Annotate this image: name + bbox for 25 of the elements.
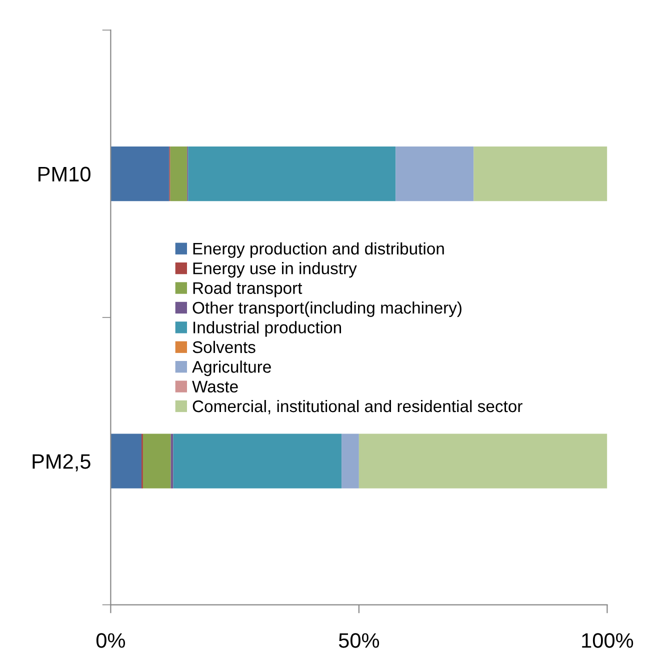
bar (188, 146, 396, 202)
legend-label: Comercial, institutional and residential sector (192, 400, 522, 414)
bar (358, 434, 608, 488)
legend-label: Road transport (193, 282, 302, 298)
bar (474, 146, 608, 202)
bar (342, 434, 359, 488)
x-tick-label: 100% (582, 633, 634, 648)
y-tick-label: PM10 (38, 166, 90, 182)
x-tick-label: 50% (338, 633, 380, 648)
legend-label: Energy production and distribution (193, 242, 444, 258)
legend-label: Waste (192, 380, 238, 393)
bar (170, 434, 174, 488)
legend-label: Agriculture (192, 360, 271, 376)
legend-label: Industrial production (194, 321, 342, 337)
legend-label: Energy use in industry (193, 262, 357, 278)
bar (110, 146, 170, 202)
legend-label: Solvents (192, 340, 256, 354)
bar (170, 146, 188, 202)
legend-label: Other transport(including machinery) (192, 301, 462, 317)
bar (110, 434, 142, 488)
bar (396, 146, 474, 202)
bar (142, 434, 171, 488)
x-tick-label: 0% (96, 633, 126, 648)
y-tick-label: PM2,5 (32, 454, 90, 472)
bar (173, 434, 342, 488)
